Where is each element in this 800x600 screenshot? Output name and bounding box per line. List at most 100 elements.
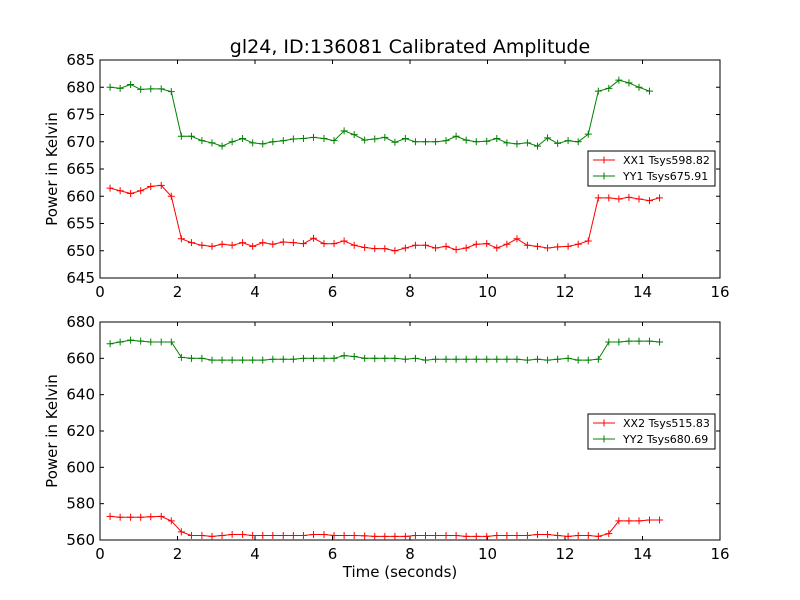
y-tick-label: 645 — [66, 269, 95, 287]
data-point — [320, 134, 328, 142]
data-point — [625, 517, 633, 525]
data-point — [483, 355, 491, 363]
data-point — [228, 356, 236, 364]
data-point — [116, 338, 124, 346]
data-point — [249, 356, 257, 364]
data-point — [564, 242, 572, 250]
data-point — [361, 136, 369, 144]
data-point — [442, 137, 450, 145]
x-tick-label: 0 — [95, 545, 105, 563]
legend-marker — [600, 435, 608, 443]
data-point — [605, 194, 613, 202]
data-point — [513, 140, 521, 148]
data-point — [656, 516, 664, 524]
data-point — [594, 532, 602, 540]
data-point — [198, 241, 206, 249]
data-point — [228, 138, 236, 146]
data-point — [361, 243, 369, 251]
data-point — [208, 139, 216, 147]
data-point — [116, 84, 124, 92]
data-point — [645, 337, 653, 345]
data-point — [239, 134, 247, 142]
x-tick-label: 4 — [250, 283, 260, 301]
data-point — [340, 531, 348, 539]
data-point — [361, 532, 369, 540]
data-point — [584, 237, 592, 245]
data-point — [371, 135, 379, 143]
data-point — [493, 134, 501, 142]
data-point — [493, 531, 501, 539]
data-point — [218, 142, 226, 150]
data-point — [574, 356, 582, 364]
data-point — [411, 241, 419, 249]
legend-box — [587, 413, 716, 450]
data-point — [137, 85, 145, 93]
data-point — [615, 76, 623, 84]
data-point — [239, 239, 247, 247]
data-point — [269, 240, 277, 248]
data-point — [157, 181, 165, 189]
data-point — [371, 354, 379, 362]
data-point — [381, 245, 389, 253]
data-point — [635, 337, 643, 345]
data-point — [462, 532, 470, 540]
data-point — [615, 195, 623, 203]
data-point — [310, 531, 318, 539]
y-tick-label: 640 — [66, 386, 95, 404]
data-point — [249, 139, 257, 147]
data-point — [401, 532, 409, 540]
data-point — [187, 531, 195, 539]
data-point — [310, 354, 318, 362]
y-tick-label: 560 — [66, 531, 95, 549]
data-point — [422, 138, 429, 146]
data-point — [116, 513, 124, 521]
legend-marker — [600, 419, 608, 427]
data-point — [411, 138, 419, 146]
data-point — [391, 354, 399, 362]
data-point — [299, 531, 307, 539]
data-point — [574, 138, 582, 146]
bottom-panel: 0 2 4 6 8 10 12 14 16 560 580 600 620 640 660 680 Power … — [43, 313, 730, 581]
data-point — [167, 517, 175, 525]
data-point — [208, 356, 216, 364]
data-point — [167, 88, 175, 96]
data-point — [198, 137, 206, 145]
y-tick-label: 665 — [66, 160, 95, 178]
data-point — [279, 531, 287, 539]
data-point — [269, 355, 277, 363]
chart-title: gl24, ID:136081 Calibrated Amplitude — [230, 36, 590, 58]
data-point — [452, 246, 460, 254]
data-point — [167, 192, 175, 200]
data-point — [249, 531, 257, 539]
data-point — [147, 513, 155, 521]
data-point — [177, 235, 185, 243]
legend-label: XX2 Tsys515.83 — [623, 417, 710, 430]
data-point — [462, 355, 470, 363]
data-point — [137, 337, 145, 345]
data-point — [228, 531, 236, 539]
data-point — [279, 355, 287, 363]
data-point — [299, 240, 307, 248]
data-point — [635, 517, 643, 525]
data-point — [299, 134, 307, 142]
x-tick-label: 6 — [328, 283, 338, 301]
data-point — [594, 194, 602, 202]
data-point — [137, 513, 145, 521]
data-point — [391, 247, 399, 255]
data-point — [472, 355, 480, 363]
data-point — [645, 516, 653, 524]
data-point — [422, 531, 429, 539]
y-tick-label: 685 — [66, 51, 95, 69]
y-tick-label: 680 — [66, 313, 95, 331]
data-point — [584, 531, 592, 539]
data-point — [422, 356, 429, 364]
x-tick-label: 16 — [710, 283, 729, 301]
data-point — [625, 79, 633, 87]
data-point — [554, 139, 562, 147]
data-point — [147, 85, 155, 93]
data-point — [350, 131, 358, 139]
data-point — [656, 338, 664, 346]
data-point — [452, 531, 460, 539]
data-point — [605, 84, 613, 92]
data-point — [544, 244, 552, 252]
